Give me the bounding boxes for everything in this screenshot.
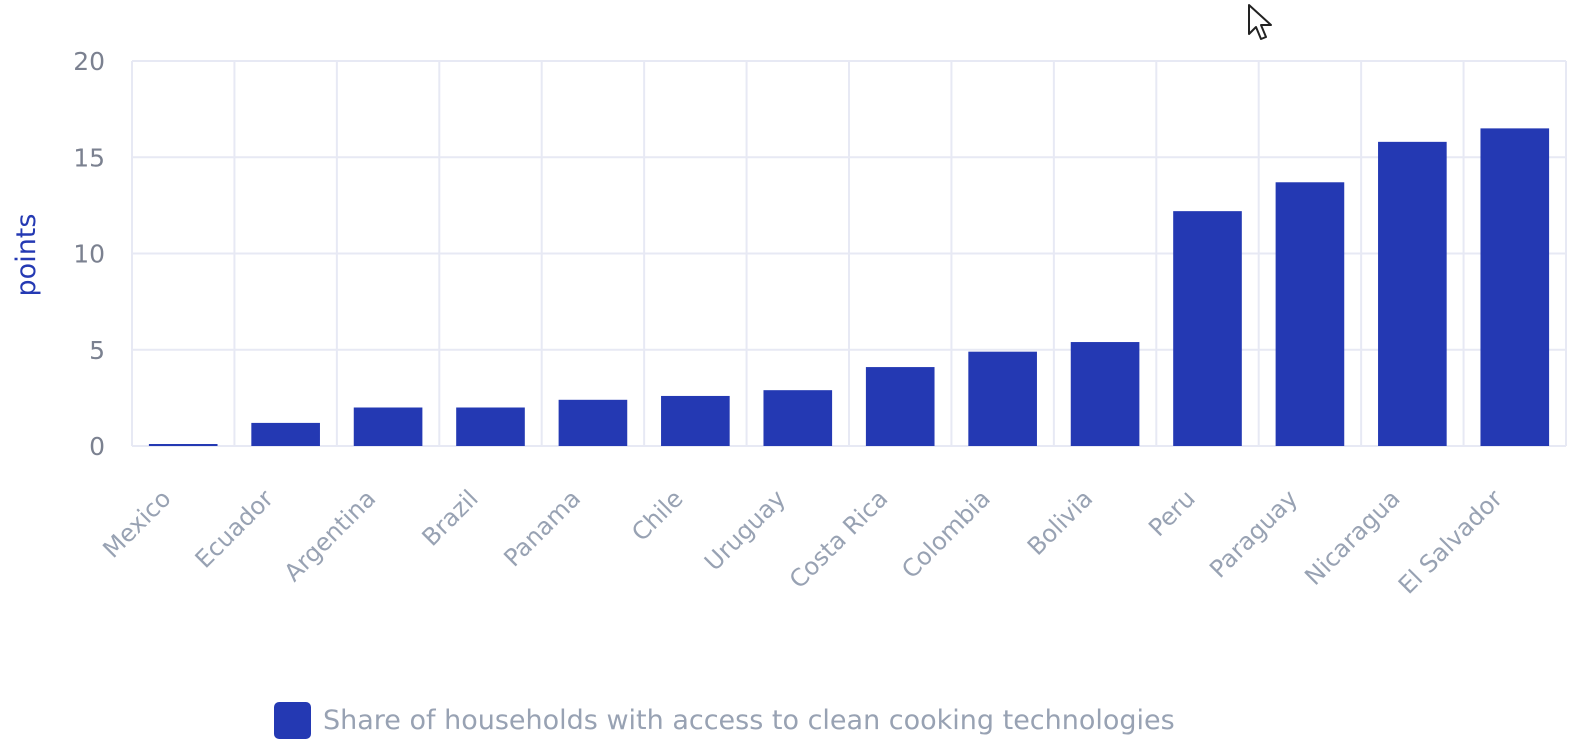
bar-brazil[interactable] (456, 407, 525, 447)
x-tick-label: Brazil (417, 484, 484, 551)
x-tick-label: Uruguay (699, 484, 791, 576)
x-tick-label: Mexico (97, 484, 176, 563)
x-tick-label: Peru (1143, 484, 1201, 542)
bar-nicaragua[interactable] (1378, 141, 1447, 446)
x-tick-label: El Salvador (1393, 484, 1508, 599)
x-tick-label: Paraguay (1204, 484, 1303, 583)
bar-costa-rica[interactable] (865, 367, 935, 446)
bar-bolivia[interactable] (1070, 342, 1140, 446)
x-axis-ticks: Mexico Ecuador Argentina Brazil Panama Chile U… (97, 484, 1508, 599)
y-axis-ticks: 0 5 10 15 20 (73, 47, 105, 461)
bar-chile[interactable] (661, 395, 730, 446)
bar-uruguay[interactable] (763, 390, 833, 446)
chart-bars (148, 128, 1550, 447)
x-tick-label: Nicaragua (1299, 484, 1405, 590)
x-tick-label: Panama (498, 484, 586, 572)
y-tick-label: 0 (89, 432, 105, 461)
mouse-pointer-icon (1248, 4, 1272, 40)
y-axis-label: points (11, 214, 42, 297)
y-tick-label: 20 (73, 47, 105, 76)
x-tick-label: Chile (626, 484, 688, 546)
chart-grid (131, 60, 1567, 447)
x-tick-label: Colombia (896, 484, 996, 584)
bar-panama[interactable] (558, 399, 628, 446)
bar-peru[interactable] (1173, 211, 1242, 446)
bar-paraguay[interactable] (1275, 182, 1345, 446)
chart-legend[interactable]: Share of households with access to clean… (274, 700, 1175, 740)
y-tick-label: 15 (73, 143, 105, 172)
x-tick-label: Argentina (279, 484, 382, 587)
x-tick-label: Bolivia (1022, 484, 1098, 560)
legend-label: Share of households with access to clean… (323, 704, 1175, 736)
y-tick-label: 5 (89, 336, 105, 365)
bar-ecuador[interactable] (251, 422, 320, 446)
legend-swatch (274, 701, 311, 739)
bar-argentina[interactable] (353, 407, 423, 447)
bar-mexico[interactable] (148, 444, 218, 446)
x-tick-label: Costa Rica (784, 484, 894, 594)
x-tick-label: Ecuador (190, 484, 279, 573)
y-tick-label: 10 (73, 240, 105, 269)
bar-colombia[interactable] (968, 351, 1037, 446)
bar-el-salvador[interactable] (1480, 128, 1550, 446)
